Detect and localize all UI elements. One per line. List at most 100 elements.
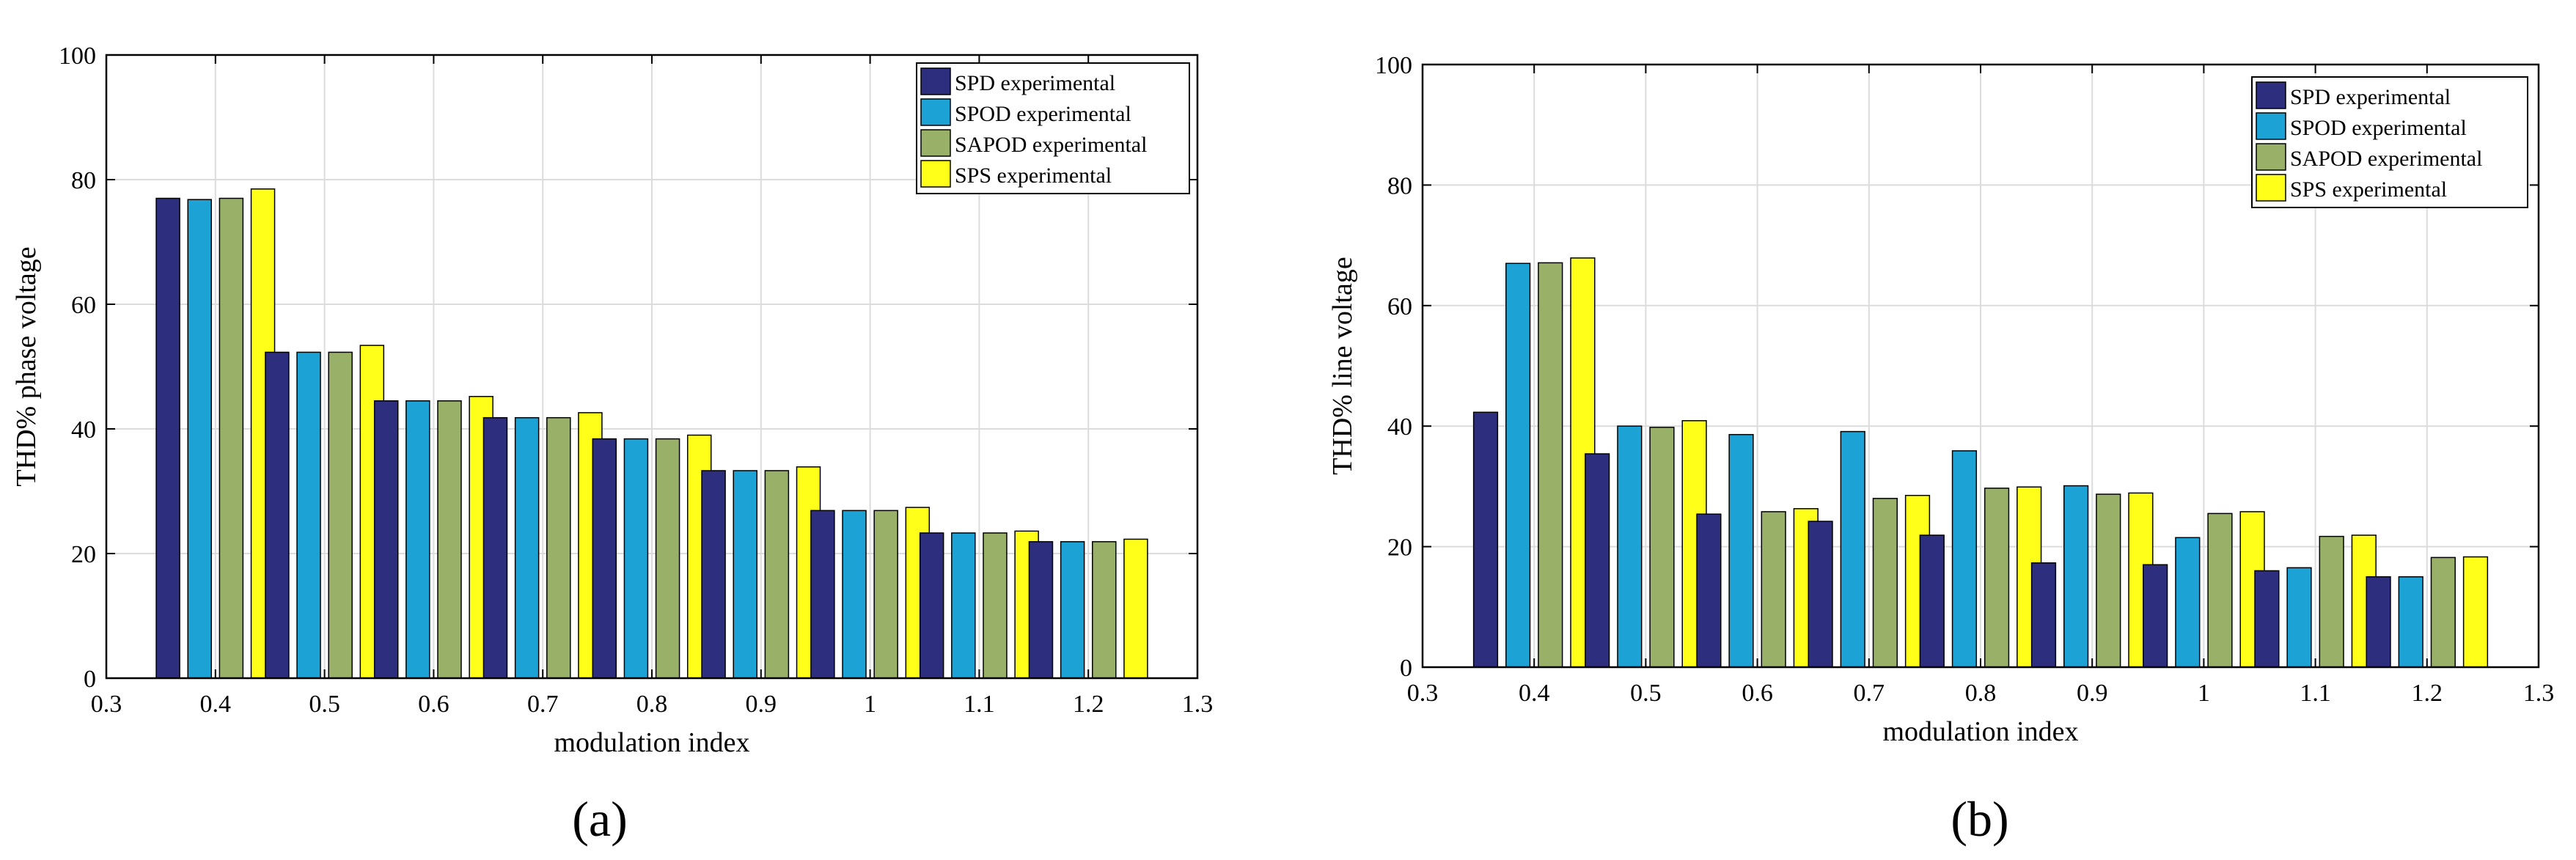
legend-swatch-sapod — [2256, 143, 2286, 171]
x-tick-label: 0.9 — [2077, 680, 2108, 707]
bar-spod-0-6 — [406, 400, 430, 679]
bar-sapod-0-5 — [328, 351, 353, 679]
x-tick-label: 1.3 — [2523, 680, 2555, 707]
legend-label-spod: SPOD experimental — [2290, 116, 2467, 140]
bar-spod-1-1 — [2286, 567, 2312, 668]
bar-spod-0-5 — [296, 351, 321, 679]
x-tick-label: 1 — [2198, 680, 2210, 707]
x-axis-label: modulation index — [554, 727, 749, 758]
bar-spd-1 — [2143, 564, 2168, 668]
bar-sapod-0-4 — [219, 197, 244, 679]
bar-sapod-0-4 — [1538, 262, 1563, 668]
x-tick-label: 0.4 — [1519, 680, 1550, 707]
x-tick-label: 0.4 — [200, 691, 232, 718]
bar-spod-0-8 — [1951, 450, 1978, 668]
bar-spd-0-8 — [592, 438, 617, 679]
y-tick-label: 0 — [1400, 655, 1412, 682]
bar-spod-0-9 — [2063, 485, 2089, 668]
panel-label: (b) — [1951, 791, 2008, 847]
legend-label-sps: SPS experimental — [2290, 177, 2447, 202]
bar-sapod-0-6 — [437, 400, 462, 679]
bar-spd-0-8 — [1919, 534, 1945, 668]
x-tick-label: 0.7 — [527, 691, 559, 718]
bar-sapod-1-2 — [2430, 556, 2456, 668]
legend-swatch-sps — [920, 160, 951, 188]
bar-spd-0-7 — [482, 416, 508, 679]
y-tick-label: 100 — [1375, 52, 1412, 79]
bar-sapod-1 — [2207, 512, 2233, 668]
bar-sapod-1-2 — [1092, 541, 1117, 679]
x-tick-label: 0.9 — [746, 691, 777, 718]
x-tick-label: 0.8 — [1965, 680, 1997, 707]
x-tick-label: 0.3 — [1407, 680, 1439, 707]
y-axis-label: THD% phase voltage — [11, 246, 42, 486]
bar-sapod-0-6 — [1761, 511, 1786, 668]
bar-spd-1-1 — [919, 532, 944, 679]
y-tick-label: 60 — [71, 292, 96, 319]
bar-spd-0-5 — [1585, 453, 1610, 668]
bar-sps-1-2 — [2462, 556, 2489, 668]
legend-label-spd: SPD experimental — [955, 71, 1115, 95]
bar-sapod-0-5 — [1649, 427, 1675, 668]
y-tick-label: 100 — [59, 43, 96, 70]
y-tick-label: 60 — [1387, 293, 1412, 320]
bar-spd-0-6 — [373, 400, 399, 679]
bar-sapod-0-7 — [1872, 498, 1898, 668]
x-tick-label: 1 — [864, 691, 876, 718]
x-tick-label: 1.3 — [1182, 691, 1214, 718]
y-tick-label: 20 — [71, 541, 96, 568]
bar-sps-1-2 — [1123, 538, 1148, 679]
x-tick-label: 1.1 — [964, 691, 995, 718]
bar-spd-1-2 — [2366, 576, 2391, 668]
legend-swatch-sapod — [920, 129, 951, 157]
bar-spod-0-7 — [514, 416, 540, 679]
x-tick-label: 0.6 — [1742, 680, 1773, 707]
bar-sapod-1-1 — [2319, 535, 2344, 668]
legend-box — [916, 62, 1190, 194]
bar-spd-1-1 — [2254, 570, 2280, 668]
legend-label-sapod: SAPOD experimental — [955, 133, 1147, 157]
y-axis-label: THD% line voltage — [1327, 257, 1358, 475]
bar-spod-1 — [842, 510, 867, 679]
bar-spod-0-7 — [1840, 430, 1865, 668]
y-tick-label: 20 — [1387, 534, 1412, 562]
bar-spod-0-6 — [1728, 433, 1754, 668]
bar-spd-1 — [810, 510, 835, 679]
bar-spod-1 — [2175, 537, 2201, 668]
bar-spod-1-2 — [2398, 576, 2423, 668]
bar-sapod-1 — [873, 510, 898, 679]
bar-spod-1-2 — [1060, 541, 1085, 679]
x-tick-label: 0.6 — [418, 691, 449, 718]
panel-label: (a) — [572, 791, 627, 847]
bar-sapod-1-1 — [983, 532, 1008, 679]
x-tick-label: 0.3 — [91, 691, 122, 718]
bar-spod-0-8 — [623, 438, 649, 679]
bar-sapod-0-8 — [655, 438, 680, 679]
bar-spd-0-5 — [265, 351, 290, 679]
y-tick-label: 0 — [84, 666, 96, 693]
legend-label-spod: SPOD experimental — [955, 102, 1131, 126]
bar-spd-0-4 — [155, 197, 180, 679]
legend-label-sps: SPS experimental — [955, 163, 1112, 188]
legend-swatch-spd — [2256, 81, 2286, 109]
y-tick-label: 80 — [1387, 172, 1412, 199]
x-tick-label: 1.1 — [2300, 680, 2331, 707]
legend-box — [2251, 76, 2528, 208]
legend-swatch-spd — [920, 67, 951, 95]
x-axis-label: modulation index — [1882, 716, 2078, 747]
y-tick-label: 40 — [71, 416, 96, 444]
x-tick-label: 1.2 — [1073, 691, 1104, 718]
legend: SPD experimental SPOD experimental SAPOD e… — [2251, 76, 2528, 208]
x-tick-label: 0.5 — [1630, 680, 1662, 707]
legend-label-sapod: SAPOD experimental — [2290, 147, 2482, 171]
bar-sapod-0-7 — [546, 416, 571, 679]
bar-spod-1-1 — [951, 532, 976, 679]
bar-spd-0-9 — [2030, 562, 2057, 668]
y-tick-label: 80 — [71, 167, 96, 194]
y-tick-label: 40 — [1387, 414, 1412, 441]
legend-swatch-spod — [920, 98, 951, 126]
chart-a: 0.3 0.4 0.5 0.6 0.7 0.8 0.9 1 1.1 1.2 1.3 0 20 40 60 80… — [11, 43, 1213, 847]
bar-sapod-0-9 — [764, 470, 790, 679]
bar-sapod-0-8 — [1984, 488, 2010, 668]
